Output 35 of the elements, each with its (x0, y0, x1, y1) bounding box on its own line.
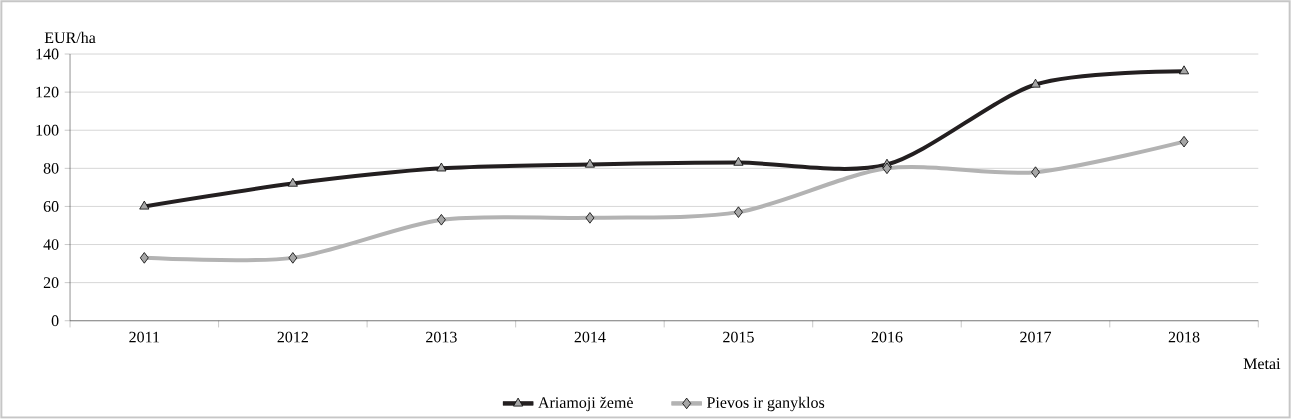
y-tick-label: 140 (36, 48, 59, 60)
y-tick-label: 40 (43, 239, 59, 251)
point (436, 162, 447, 172)
point (1179, 65, 1190, 75)
y-tick-label: 80 (43, 163, 59, 174)
y-tick-label: 60 (43, 201, 59, 212)
point (1030, 78, 1041, 88)
point (733, 156, 744, 166)
point (584, 158, 595, 168)
point (139, 252, 149, 264)
legend-label: Ariamoji žemė (538, 396, 633, 412)
x-tick-label: 2018 (1168, 331, 1200, 343)
point (1031, 166, 1040, 178)
x-tick-label: 2015 (723, 331, 754, 343)
point (287, 177, 298, 187)
legend-label: Pievos ir ganyklos (706, 396, 825, 412)
point (882, 162, 892, 175)
x-tick-label: 2014 (574, 331, 606, 343)
y-axis-title: EUR/ha (44, 31, 96, 44)
point (1179, 136, 1189, 148)
x-axis-title: Metai (1243, 358, 1281, 370)
point (139, 200, 150, 210)
x-tick-label: 2016 (871, 331, 903, 343)
point (288, 252, 298, 264)
point (585, 212, 595, 224)
x-tick-label: 2017 (1020, 331, 1052, 343)
y-tick-label: 100 (36, 124, 59, 136)
x-tick-label: 2013 (426, 331, 457, 343)
point (436, 214, 446, 226)
x-tick-label: 2012 (277, 331, 308, 343)
point (734, 206, 743, 218)
x-tick-label: 2011 (129, 331, 160, 343)
y-tick-label: 120 (36, 86, 59, 98)
y-tick-label: 0 (51, 315, 59, 327)
y-tick-label: 20 (43, 277, 59, 289)
